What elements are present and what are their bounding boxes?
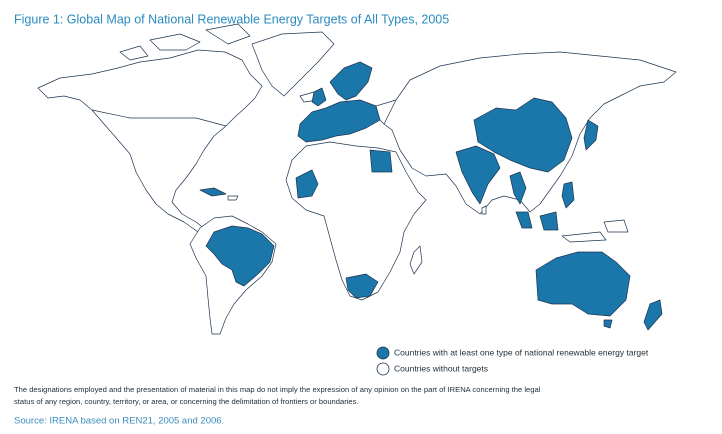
legend-swatch bbox=[376, 362, 390, 376]
western-europe bbox=[297, 99, 381, 143]
scandinavia bbox=[329, 61, 373, 101]
canada-border bbox=[91, 109, 227, 127]
madagascar bbox=[409, 245, 423, 275]
tasmania bbox=[603, 319, 613, 329]
disclaimer-line: status of any region, country, territory… bbox=[14, 397, 359, 406]
egypt bbox=[369, 149, 393, 173]
africa bbox=[285, 141, 427, 301]
arctic-islands bbox=[119, 23, 251, 61]
north-america bbox=[37, 49, 263, 233]
east-indies bbox=[561, 219, 629, 243]
world-map bbox=[37, 23, 677, 335]
legend-label: Countries without targets bbox=[394, 363, 488, 373]
caribbean bbox=[227, 195, 239, 201]
greenland bbox=[251, 31, 335, 97]
south-africa bbox=[345, 273, 379, 299]
legend-label: Countries with at least one type of nati… bbox=[394, 347, 649, 357]
source-note: Source: IRENA based on REN21, 2005 and 2… bbox=[14, 416, 224, 427]
india bbox=[455, 145, 501, 205]
cuba bbox=[199, 187, 227, 197]
australia bbox=[535, 251, 631, 317]
thailand bbox=[509, 171, 527, 205]
disclaimer-line: The designations employed and the presen… bbox=[14, 385, 541, 394]
map-title: Figure 1: Global Map of National Renewab… bbox=[14, 12, 449, 26]
mali bbox=[295, 169, 319, 199]
legend: Countries with at least one type of nati… bbox=[376, 346, 649, 376]
china bbox=[473, 97, 573, 173]
legend-swatch bbox=[376, 346, 390, 360]
sri-lanka bbox=[481, 205, 487, 215]
philippines bbox=[561, 181, 575, 209]
japan bbox=[583, 119, 599, 151]
uk bbox=[311, 87, 327, 107]
indonesia bbox=[515, 211, 559, 231]
new-zealand bbox=[643, 299, 663, 331]
brazil bbox=[205, 225, 275, 287]
